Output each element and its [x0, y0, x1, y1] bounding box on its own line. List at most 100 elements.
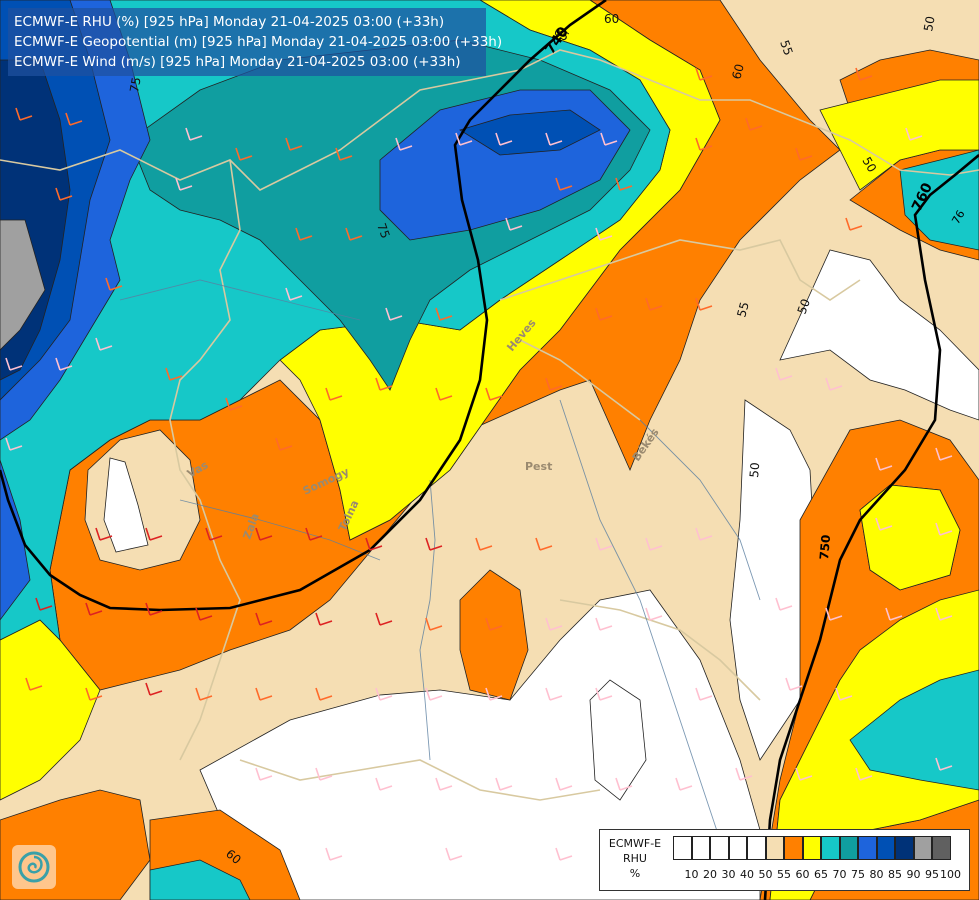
wind-barb — [285, 287, 303, 301]
wind-barb — [395, 137, 413, 151]
legend-swatch — [913, 836, 932, 860]
wind-barb — [235, 147, 253, 161]
legend-ticks: 10 20 30 40 50 55 60 65 70 75 80 85 90 95 100 — [673, 868, 968, 882]
wind-barb — [85, 602, 103, 616]
rh-white-small-area — [589, 679, 647, 801]
legend-tick-label: 30 — [721, 868, 736, 881]
wind-barb — [645, 607, 663, 621]
legend-tick-label: 70 — [832, 868, 847, 881]
wind-barb — [595, 307, 613, 321]
rh-contour-labels: 65 60 55 50 60 50 55 50 50 75 75 60 — [127, 12, 937, 867]
wind-barb — [595, 687, 613, 701]
place-label-pest: Pest — [525, 460, 552, 473]
wind-barb — [675, 777, 693, 791]
legend-swatches — [673, 836, 951, 861]
color-legend: ECMWF-E RHU % 10 20 30 40 50 55 60 65 70 75 80 85 90… — [599, 829, 970, 891]
wind-barb — [775, 367, 793, 381]
wind-barb — [425, 537, 443, 551]
wind-barb — [55, 357, 73, 371]
wind-barb — [695, 297, 713, 311]
wind-barb — [555, 777, 573, 791]
wind-barb — [255, 687, 273, 701]
wind-barb — [315, 612, 333, 626]
wind-barb — [695, 687, 713, 701]
wind-barb — [225, 397, 243, 411]
wind-barb — [595, 617, 613, 631]
legend-tick-label: 65 — [814, 868, 828, 881]
wind-barb — [185, 127, 203, 141]
wind-barb — [35, 597, 53, 611]
legend-swatch — [821, 836, 840, 860]
legend-tick-label: 40 — [740, 868, 754, 881]
legend-tick-label: 75 — [851, 868, 865, 881]
rh-label-50-right-c: 50 — [747, 462, 762, 478]
wind-barb — [315, 687, 333, 701]
wind-barb — [385, 307, 403, 321]
legend-swatch — [839, 836, 858, 860]
wind-barb — [905, 127, 923, 141]
rh-band-90-95 — [0, 219, 46, 351]
legend-swatch — [765, 836, 784, 860]
wind-barb — [615, 777, 633, 791]
wind-barb — [555, 177, 573, 191]
wind-barb — [545, 617, 563, 631]
legend-tick-label: 55 — [777, 868, 791, 881]
wind-barb — [145, 682, 163, 696]
wind-barb — [845, 217, 863, 231]
title-wind: ECMWF-E Wind (m/s) [925 hPa] Monday 21-0… — [14, 54, 461, 70]
wind-barb — [855, 767, 873, 781]
legend-tick-label: 10 — [684, 868, 699, 881]
wind-barb — [55, 187, 73, 201]
wind-barb — [645, 537, 663, 551]
wind-barb — [255, 527, 273, 541]
wind-barb — [595, 227, 613, 241]
wind-barb — [295, 227, 313, 241]
wind-barb — [485, 687, 503, 701]
wind-barb — [825, 377, 843, 391]
wind-barb — [95, 337, 113, 351]
legend-tick-label: 20 — [703, 868, 717, 881]
legend-swatch — [895, 836, 914, 860]
wind-barb — [645, 297, 663, 311]
rh-label-50-right-b: 50 — [795, 297, 813, 316]
wind-barb — [695, 137, 713, 151]
wind-barb — [145, 527, 163, 541]
wind-barb — [5, 357, 23, 371]
wind-barb — [85, 687, 103, 701]
legend-swatch — [784, 836, 803, 860]
wind-barb — [835, 687, 853, 701]
legend-title-unit: % — [629, 867, 641, 880]
wind-barb — [495, 132, 513, 146]
wind-barb — [545, 132, 563, 146]
wind-barb — [695, 67, 713, 81]
wind-barb — [25, 677, 43, 691]
wind-barb — [255, 612, 273, 626]
legend-tick-label: 80 — [869, 868, 884, 881]
title-box: ECMWF-E RHU (%) [925 hPa] Monday 21-04-2… — [8, 8, 502, 76]
legend-swatch — [691, 836, 710, 860]
wind-barb — [485, 387, 503, 401]
ecmwf-swirl-icon — [12, 845, 56, 889]
wind-barb — [365, 537, 383, 551]
geopotential-label-76-partial: 76 — [949, 208, 967, 227]
legend-swatch — [728, 836, 747, 860]
wind-barb — [375, 377, 393, 391]
rh-label-50-right-a: 50 — [859, 155, 879, 175]
wind-barb — [445, 847, 463, 861]
wind-barb — [795, 767, 813, 781]
wind-barb — [885, 607, 903, 621]
wind-barb — [735, 767, 753, 781]
wind-barb — [775, 597, 793, 611]
wind-barb — [95, 527, 113, 541]
legend-swatch — [876, 836, 895, 860]
wind-barb — [435, 777, 453, 791]
rh-label-60-top: 60 — [604, 12, 619, 26]
wind-barb — [545, 687, 563, 701]
wind-barb — [5, 437, 23, 451]
legend-swatch — [747, 836, 766, 860]
rh-label-60-right: 60 — [729, 62, 746, 80]
wind-barb — [935, 522, 953, 536]
wind-barb — [935, 607, 953, 621]
